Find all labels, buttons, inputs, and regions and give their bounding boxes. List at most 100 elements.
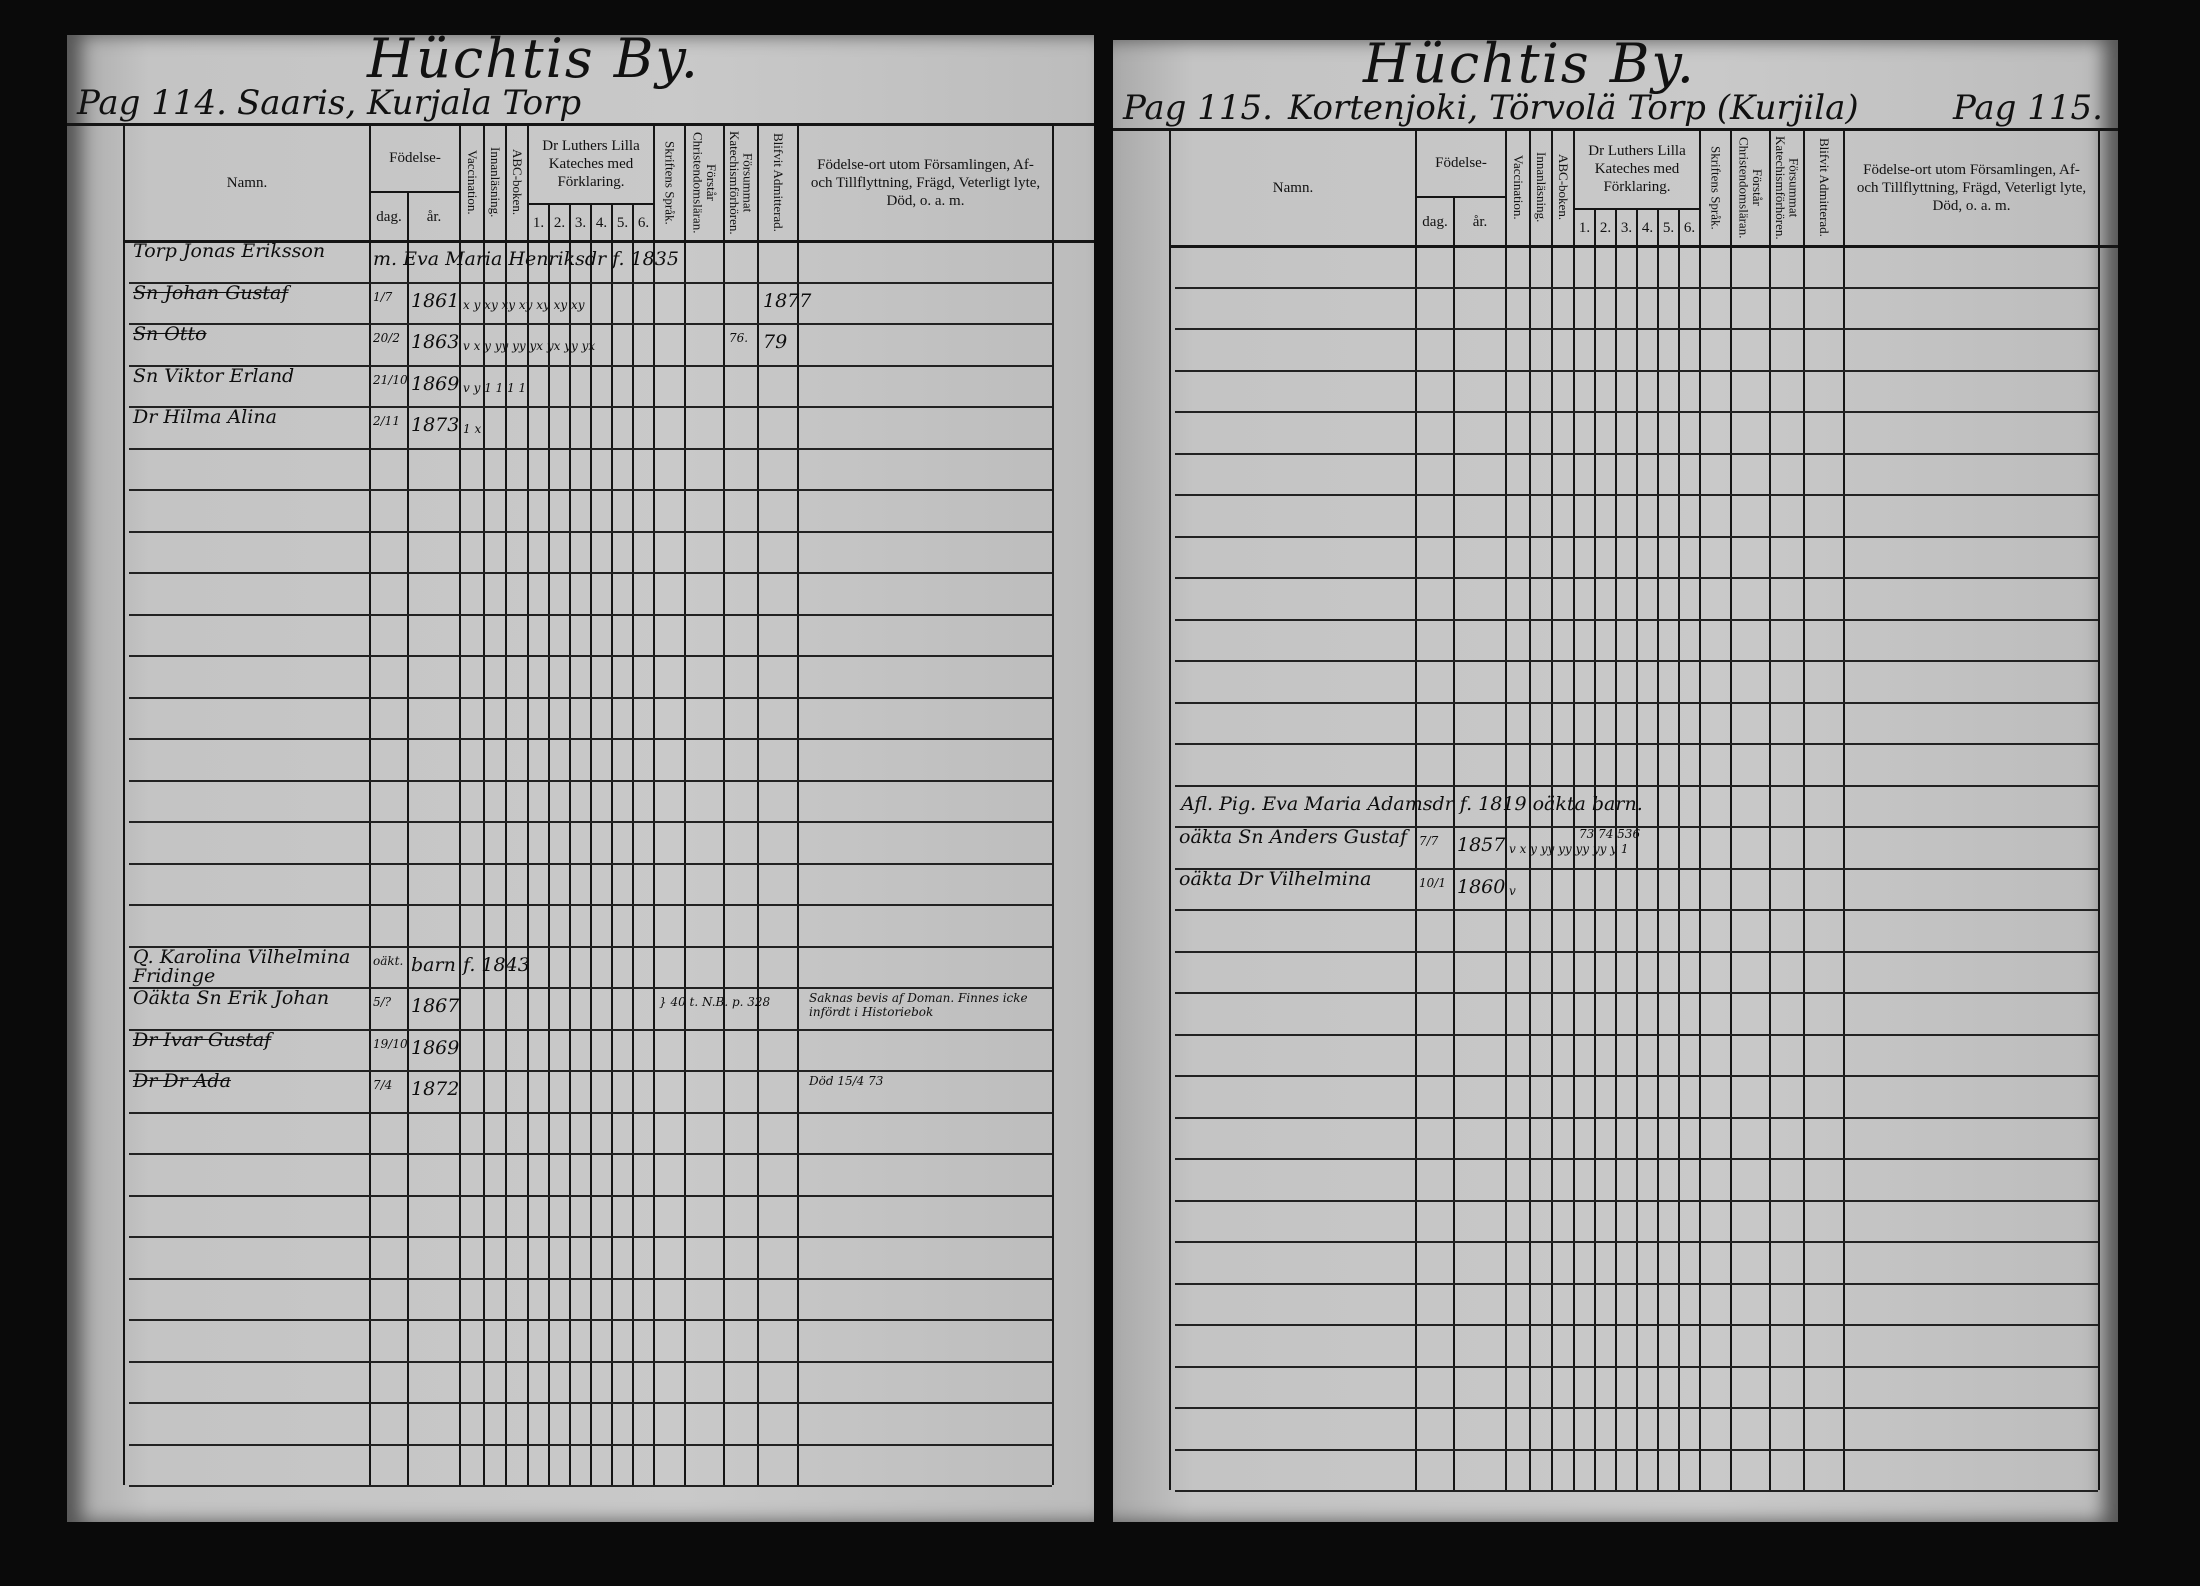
- row-rule: [129, 1485, 1052, 1487]
- entry-name: Afl. Pig. Eva Maria Adamsdr f. 1819 oäkt…: [1181, 792, 1643, 815]
- column-rule: [569, 203, 571, 1485]
- header-birth-label: Födelse-: [1435, 155, 1487, 171]
- column-rule: [527, 123, 529, 1485]
- entry-name: Dr Hilma Alina: [133, 406, 277, 428]
- header-catechism: Dr Luthers Lilla Kateches med Förklaring…: [1575, 131, 1699, 207]
- column-rule: [1594, 208, 1596, 1490]
- row-rule: [1175, 411, 2098, 413]
- header-catechism-part-label: 2.: [1599, 219, 1612, 236]
- row-rule: [1175, 950, 2098, 953]
- column-rule: [684, 123, 686, 1485]
- column-rule: [1636, 208, 1638, 1490]
- column-rule: [123, 123, 125, 1485]
- entry-missed: 76.: [729, 331, 749, 345]
- column-rule: [1573, 128, 1575, 1490]
- header-reading: Innanläsning.: [485, 126, 505, 239]
- header-catechism-part-label: 5.: [616, 214, 629, 231]
- column-rule: [505, 123, 507, 1485]
- column-rule: [632, 203, 634, 1485]
- row-rule: [129, 696, 1052, 699]
- header-birth-day: dag.: [1417, 199, 1453, 244]
- subheader-rule: [1573, 208, 1699, 210]
- entry-spouse-note: f. 1843: [463, 953, 530, 976]
- header-christian: Förstår Christendomsläran.: [1732, 131, 1769, 244]
- entry-birth-day: 10/1: [1419, 875, 1446, 890]
- header-catechism-part-label: 4.: [595, 214, 608, 231]
- entry-remark: Saknas bevis af Doman. Finnes icke inför…: [809, 991, 1028, 1019]
- header-name-label: Namn.: [226, 174, 268, 191]
- column-rule: [1678, 208, 1680, 1490]
- entry-birth-year: 1863: [411, 331, 460, 353]
- entry-name: Torp Jonas Eriksson: [133, 240, 326, 262]
- header-birth-year-label: år.: [426, 208, 442, 225]
- header-rule: [67, 123, 1094, 126]
- row-rule: [129, 489, 1052, 491]
- entry-name: Sn Viktor Erland: [133, 364, 295, 387]
- row-rule: [1175, 577, 2098, 579]
- entry-birth-year: 1872: [411, 1078, 460, 1100]
- row-rule: [1175, 1282, 2098, 1285]
- subheader-rule: [1415, 196, 1505, 198]
- column-rule: [459, 123, 461, 1485]
- header-birth: Födelse-: [371, 126, 459, 190]
- header-scripture: Skriftens Språk.: [1701, 131, 1730, 244]
- header-catechism-part: 4.: [1638, 211, 1657, 244]
- header-catechism-part: 5.: [1659, 211, 1678, 244]
- entry-birth-year: 1860: [1457, 875, 1506, 898]
- row-rule: [129, 779, 1052, 782]
- row-rule: [1175, 784, 2098, 787]
- entry-spouse-note: m. Eva Maria Henriksdr f. 1835: [373, 248, 679, 270]
- column-rule: [2098, 128, 2100, 1490]
- header-remarks: Födelse-ort utom Församlingen, Af- och T…: [809, 126, 1042, 239]
- column-rule: [548, 203, 550, 1485]
- entry-remark: Död 15/4 73: [809, 1074, 884, 1088]
- entry-birth-day: 1/7: [373, 289, 393, 304]
- row-rule: [129, 364, 1052, 367]
- column-rule: [1699, 128, 1701, 1490]
- header-missed-label: Försummat Katechismförhören.: [1773, 135, 1802, 240]
- entry-birth-year: 1857: [1457, 834, 1506, 856]
- row-rule: [1175, 909, 2098, 911]
- column-rule: [1615, 208, 1617, 1490]
- entry-birth-year: barn: [411, 953, 456, 976]
- header-catechism-part: 2.: [1596, 211, 1615, 244]
- header-admitted: Blifvit Admitterad.: [1805, 131, 1843, 244]
- header-catechism-part: 3.: [1617, 211, 1636, 244]
- header-vaccination-label: Vaccination.: [1510, 155, 1526, 220]
- entry-birth-year: 1861: [411, 289, 460, 312]
- header-catechism-part-label: 1.: [532, 214, 545, 231]
- row-rule: [1175, 1199, 2098, 1202]
- page-title: Hüchtis By.: [367, 35, 700, 90]
- header-catechism-label: Dr Luthers Lilla Kateches med Förklaring…: [1588, 143, 1686, 195]
- row-rule: [129, 447, 1052, 450]
- page-subtitle: Saaris, Kurjala Torp: [237, 83, 582, 123]
- header-catechism-part-label: 3.: [574, 214, 587, 231]
- row-rule: [129, 1236, 1052, 1238]
- header-catechism-part-label: 6.: [637, 214, 650, 231]
- row-rule: [1175, 494, 2098, 496]
- header-remarks-label: Födelse-ort utom Församlingen, Af- och T…: [810, 156, 1041, 209]
- header-birth: Födelse-: [1417, 131, 1505, 195]
- entry-admitted: 1877: [763, 289, 812, 312]
- row-rule: [129, 323, 1052, 325]
- row-rule: [129, 655, 1052, 657]
- row-rule: [129, 1402, 1052, 1404]
- page-subtitle: Kortenjoki, Törvolä Torp (Kurjila): [1288, 88, 1859, 128]
- header-name: Namn.: [125, 126, 369, 239]
- entry-reference-note: } 40 t. N.B. p. 328: [659, 995, 771, 1009]
- header-vaccination-label: Vaccination.: [464, 150, 480, 215]
- row-rule: [1175, 1158, 2098, 1160]
- header-bottom-rule: [123, 240, 1094, 243]
- row-rule: [1175, 826, 2098, 828]
- header-name: Namn.: [1171, 131, 1415, 244]
- entry-knowledge-marks: v x y yy yy yy yy y 1: [1509, 842, 1629, 856]
- header-scripture: Skriftens Språk.: [655, 126, 684, 239]
- entry-birth-year: 1869: [411, 1036, 460, 1059]
- header-catechism-part-label: 3.: [1620, 219, 1633, 236]
- row-rule: [1175, 1407, 2098, 1409]
- header-birth-year: år.: [1455, 199, 1505, 244]
- header-admitted-label: Blifvit Admitterad.: [1816, 138, 1832, 237]
- entry-knowledge-marks: v y 1 1 1 1: [463, 380, 527, 395]
- entry-admitted: 79: [763, 331, 788, 353]
- header-catechism: Dr Luthers Lilla Kateches med Förklaring…: [529, 126, 653, 202]
